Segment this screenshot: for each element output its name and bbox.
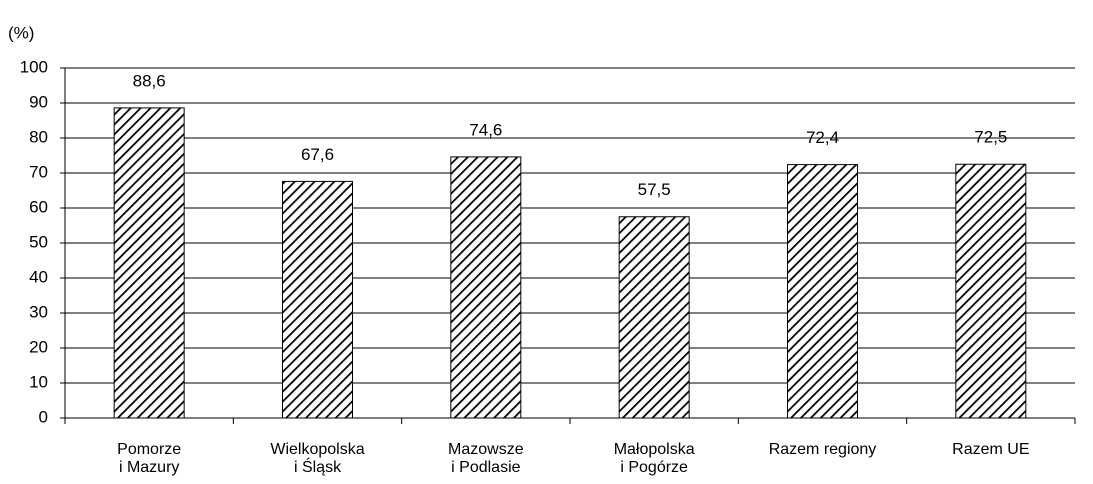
x-tick-label-line: Razem regiony (769, 441, 877, 458)
x-tick-label-line: Małopolska (614, 441, 695, 458)
value-label: 88,6 (133, 71, 166, 90)
bar (450, 156, 522, 419)
bar (618, 216, 690, 419)
value-label: 74,6 (469, 120, 502, 139)
value-label: 57,5 (638, 180, 671, 199)
x-tick-label-line: Pomorze (117, 441, 181, 458)
value-label: 72,5 (974, 128, 1007, 147)
value-label: 67,6 (301, 145, 334, 164)
x-tick-label-line: i Pogórze (620, 459, 688, 476)
y-axis-label: (%) (8, 23, 34, 42)
bar (955, 163, 1027, 419)
x-tick-label-line: i Mazury (119, 459, 179, 476)
x-tick-label-line: Mazowsze (448, 441, 524, 458)
x-tick-label-line: Razem UE (952, 441, 1029, 458)
x-tick-label-line: i Podlasie (451, 459, 520, 476)
y-tick-label: 100 (20, 57, 48, 76)
bar (113, 107, 185, 419)
y-tick-label: 20 (29, 337, 48, 356)
y-tick-label: 70 (29, 162, 48, 181)
x-tick-label-line: Wielkopolska (270, 441, 364, 458)
x-tick-label: Razem regiony (769, 441, 877, 458)
value-label: 72,4 (806, 128, 839, 147)
y-tick-label: 40 (29, 267, 48, 286)
x-tick-label: Wielkopolska i Śląsk (270, 441, 364, 476)
y-tick-label: 50 (29, 232, 48, 251)
x-tick-label: Pomorze i Mazury (117, 441, 181, 476)
x-tick-label: Mazowsze i Podlasie (448, 441, 524, 476)
y-tick-label: 60 (29, 197, 48, 216)
x-tick-label: Razem UE (952, 441, 1029, 458)
bar (282, 180, 353, 419)
y-tick-label: 90 (29, 92, 48, 111)
y-tick-label: 0 (39, 407, 48, 426)
y-tick-label: 80 (29, 127, 48, 146)
y-tick-label: 10 (29, 372, 48, 391)
x-tick-label-line: i Śląsk (294, 457, 342, 476)
bar (787, 164, 858, 419)
x-tick-label: Małopolska i Pogórze (614, 441, 695, 476)
y-tick-label: 30 (29, 302, 48, 321)
